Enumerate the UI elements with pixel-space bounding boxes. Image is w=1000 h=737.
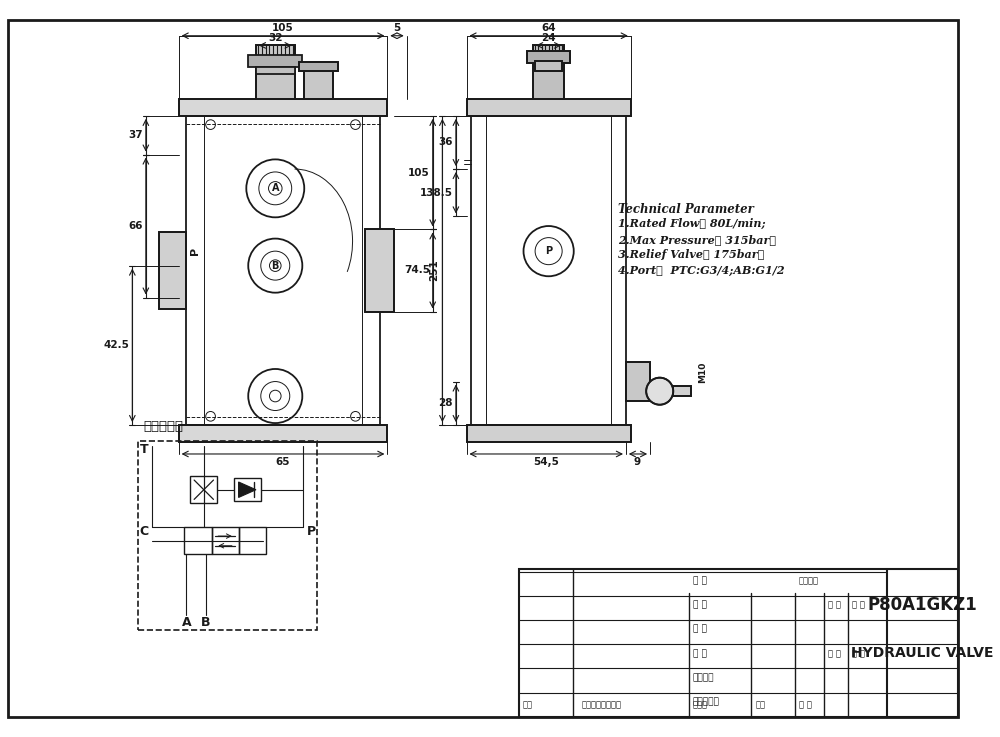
- Bar: [533, 46, 564, 99]
- Bar: [184, 528, 212, 554]
- Circle shape: [646, 377, 673, 405]
- Text: 制 图: 制 图: [693, 601, 706, 609]
- Bar: [467, 99, 631, 116]
- Bar: [365, 229, 394, 312]
- Bar: [159, 232, 186, 309]
- Bar: [256, 66, 295, 74]
- Bar: [159, 232, 186, 309]
- Text: 工艺检查: 工艺检查: [693, 673, 714, 682]
- Text: B: B: [272, 261, 279, 270]
- Bar: [527, 51, 570, 63]
- Bar: [673, 386, 691, 396]
- Text: 105: 105: [272, 23, 294, 33]
- Bar: [533, 46, 564, 99]
- Text: 28: 28: [439, 398, 453, 408]
- Text: 液压原理图: 液压原理图: [143, 420, 183, 433]
- Text: 图样标记: 图样标记: [799, 576, 819, 585]
- Text: P: P: [190, 247, 200, 255]
- Text: B: B: [201, 615, 210, 629]
- Bar: [471, 116, 626, 425]
- Text: 66: 66: [128, 221, 143, 231]
- Text: 74.5: 74.5: [404, 265, 430, 276]
- Text: 共 集: 共 集: [828, 649, 841, 658]
- Text: 校 对: 校 对: [693, 649, 706, 658]
- Text: 重 量: 重 量: [828, 601, 841, 609]
- Text: HYDRAULIC VALVE: HYDRAULIC VALVE: [851, 646, 994, 660]
- Text: T: T: [140, 443, 148, 455]
- Text: 2.Max Pressure： 315bar，: 2.Max Pressure： 315bar，: [618, 234, 776, 245]
- Bar: [179, 425, 387, 442]
- Bar: [535, 61, 562, 71]
- Bar: [248, 55, 302, 66]
- Bar: [519, 569, 958, 716]
- Text: 64: 64: [541, 23, 556, 33]
- Bar: [299, 62, 338, 71]
- Text: 54,5: 54,5: [533, 457, 559, 467]
- Text: 37: 37: [128, 130, 143, 140]
- Text: 设 计: 设 计: [693, 576, 706, 585]
- Bar: [467, 425, 631, 442]
- Text: 251: 251: [429, 259, 439, 282]
- Bar: [179, 99, 387, 116]
- Bar: [256, 46, 295, 99]
- Bar: [212, 528, 239, 554]
- Text: P80A1GKZ1: P80A1GKZ1: [868, 596, 977, 614]
- Bar: [179, 425, 387, 442]
- Text: 24: 24: [541, 32, 556, 43]
- Text: 9: 9: [634, 457, 641, 467]
- Bar: [186, 116, 380, 425]
- Text: 更改人: 更改人: [693, 700, 708, 709]
- Text: 65: 65: [276, 457, 290, 467]
- Text: 标记: 标记: [523, 700, 533, 709]
- Text: 1.Rated Flow： 80L/min;: 1.Rated Flow： 80L/min;: [618, 218, 766, 229]
- Bar: [527, 51, 570, 63]
- Text: A: A: [182, 615, 191, 629]
- Bar: [239, 528, 266, 554]
- Text: Technical Parameter: Technical Parameter: [618, 203, 754, 216]
- Bar: [673, 386, 691, 396]
- Text: C: C: [139, 525, 148, 538]
- Bar: [467, 99, 631, 116]
- Text: 3.Relief Valve： 175bar；: 3.Relief Valve： 175bar；: [618, 249, 764, 260]
- Bar: [626, 362, 650, 401]
- Text: 标准化检查: 标准化检查: [693, 697, 719, 706]
- Text: P: P: [306, 525, 316, 538]
- Bar: [535, 61, 562, 71]
- Bar: [234, 478, 261, 501]
- Text: 4.Port：  PTC:G3/4;AB:G1/2: 4.Port： PTC:G3/4;AB:G1/2: [618, 265, 785, 276]
- Text: 5: 5: [393, 23, 401, 33]
- Text: 更改内容或成效图: 更改内容或成效图: [581, 700, 621, 709]
- Bar: [299, 62, 338, 71]
- Bar: [467, 425, 631, 442]
- Polygon shape: [239, 482, 256, 497]
- Text: P: P: [545, 246, 552, 256]
- Bar: [365, 229, 394, 312]
- Text: 36: 36: [439, 138, 453, 147]
- Text: 42.5: 42.5: [104, 340, 129, 350]
- Bar: [304, 65, 333, 99]
- Bar: [304, 65, 333, 99]
- Text: 审 核: 审 核: [799, 700, 812, 709]
- Text: 138.5: 138.5: [420, 188, 453, 198]
- Text: 第 集: 第 集: [852, 649, 865, 658]
- Text: 描 图: 描 图: [693, 625, 706, 634]
- Bar: [256, 46, 295, 99]
- Bar: [179, 99, 387, 116]
- Bar: [190, 476, 217, 503]
- Bar: [626, 362, 650, 401]
- Bar: [138, 441, 317, 630]
- Text: 32: 32: [268, 32, 283, 43]
- Text: A: A: [272, 184, 279, 193]
- Text: 日期: 日期: [755, 700, 765, 709]
- Text: M10: M10: [698, 362, 707, 383]
- Text: 105: 105: [408, 167, 430, 178]
- Text: 比 例: 比 例: [852, 601, 865, 609]
